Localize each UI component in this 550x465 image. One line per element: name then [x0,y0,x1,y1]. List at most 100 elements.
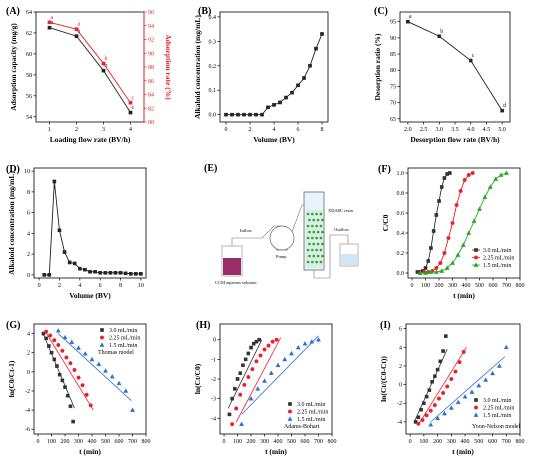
x-tick-label: 400 [88,439,97,445]
data-point [416,415,421,420]
series-1 [416,347,467,426]
x-tick-label: 400 [462,283,471,289]
x-tick-label: 0 [225,127,228,133]
x-axis-title: t (min) [453,291,475,300]
data-point [242,112,246,117]
data-point [248,112,252,117]
x-tick-label: 5.0 [498,127,506,133]
data-point [441,349,445,353]
data-point [251,341,256,346]
resin-bead [316,242,320,246]
data-point [420,418,425,423]
data-point [483,377,489,382]
y-axis-title: Alkaloid concentration (mg/mL) [193,15,202,119]
data-point [246,351,251,356]
data-point [455,399,461,405]
data-point [444,265,450,270]
data-point [454,202,459,207]
data-point [500,108,504,113]
data-point [52,179,57,184]
y-axis-title: Adsorption capacity (mg/g) [9,23,18,111]
y-tick-label: 0.1 [209,88,217,94]
y-tick-label: 0 [399,383,402,389]
y-axis-title: ln(C0/Ct-1) [7,360,16,397]
data-point [230,422,235,427]
series-line [49,27,131,113]
data-point [52,357,57,362]
data-point [476,382,482,388]
x-tick-label: 4.5 [483,127,491,133]
y-tick-label: 4 [27,231,30,237]
data-point [67,260,72,265]
legend-marker [287,416,293,421]
data-point [57,372,62,377]
data-point [442,410,447,416]
legend-marker [288,409,293,414]
legend-label: 2.25 mL/min [483,406,514,412]
y-tick-label: -6 [25,427,30,433]
data-point [270,339,275,344]
data-point [116,380,122,386]
series-0 [413,334,448,424]
y-tick-label: 54 [26,115,32,121]
x-tick-label: 500 [474,439,483,445]
x-tick-label: 2 [249,127,252,133]
data-point [42,273,46,277]
series-line [420,172,473,274]
data-point [445,384,450,389]
data-point [439,185,444,189]
y-tick-label: 65 [390,117,396,123]
data-point [316,337,321,342]
y-tick-label: 2 [399,364,402,370]
data-point [44,329,49,334]
data-point [436,396,441,401]
resin-bead [321,218,324,222]
x-tick-label: 4 [129,127,132,133]
data-point [309,339,315,344]
x-axis-title: t (min) [79,447,101,456]
data-point [60,348,65,353]
data-point [437,199,441,203]
data-point [262,347,267,352]
data-point [442,176,447,180]
series-0: aa b c [47,20,135,115]
x-tick-label: 400 [461,439,470,445]
point-label: a [51,15,54,21]
resin-bead [306,260,310,264]
charts-layer: (A)1 2 3 4545658606264808284868890929496Ads… [6,6,525,456]
data-point [60,378,65,383]
data-point [466,172,471,177]
data-point [235,377,240,381]
pump-label: Pump [276,254,287,259]
x-tick-label: 100 [233,439,242,445]
x-tick-label: 1 [48,127,51,133]
data-point [80,383,85,388]
y-tick-label: 75 [390,84,396,90]
resin-bead [321,242,324,246]
data-point [55,364,59,368]
data-point [48,333,53,338]
x-tick-label: 0 [411,283,414,289]
y-axis-title: ln(Ct/C0) [193,363,202,394]
y-tick-label: 58 [26,73,32,79]
data-point [487,184,493,189]
plot-frame [33,167,147,279]
x-tick-label: 3 [102,127,105,133]
x-tick-label: 0 [223,439,226,445]
solution-label: CCM aqueous solution [215,280,257,285]
legend-marker [474,248,478,252]
data-point [434,213,439,217]
data-point [224,112,228,117]
legend-label: 2.25 mL/min [109,336,140,342]
x-tick-label: 100 [419,439,428,445]
data-point [439,268,445,273]
x-tick-label: 4 [78,283,81,289]
data-point [238,392,243,397]
x-tick-label: 700 [502,439,511,445]
series-0 [227,337,263,417]
model-annotation: Thomas model [98,350,134,356]
y-right-tick-label: 90 [148,51,154,57]
data-point [250,367,255,372]
